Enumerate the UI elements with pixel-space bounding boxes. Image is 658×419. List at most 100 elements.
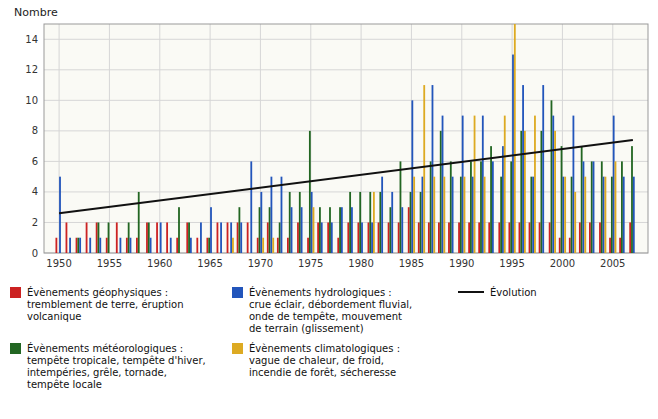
bar <box>61 253 63 254</box>
bar <box>615 161 617 253</box>
bar <box>196 238 198 253</box>
bar <box>522 85 524 253</box>
bar <box>411 100 413 253</box>
bar <box>583 161 585 253</box>
bar <box>443 177 445 253</box>
marks <box>55 24 634 253</box>
bar <box>227 222 229 253</box>
legend-swatch <box>232 287 243 298</box>
bar <box>303 253 305 254</box>
bar-series <box>77 100 632 253</box>
bar <box>549 222 551 253</box>
bar <box>462 116 464 253</box>
bar <box>589 222 591 253</box>
x-grid-line <box>159 24 160 253</box>
x-tick-label: 2000 <box>550 258 575 269</box>
bar <box>271 177 273 253</box>
bar <box>488 222 490 253</box>
bar <box>182 253 184 254</box>
bar <box>128 222 130 253</box>
bar-series <box>232 24 616 253</box>
bar <box>240 222 242 253</box>
bar <box>317 222 319 253</box>
bar <box>581 146 583 253</box>
bar <box>605 177 607 253</box>
bar-series <box>55 207 631 253</box>
bar <box>420 192 422 253</box>
bar <box>633 177 635 253</box>
bar <box>403 253 405 254</box>
bar <box>621 161 623 253</box>
bar <box>520 131 522 253</box>
bar <box>454 253 456 254</box>
bar <box>57 253 59 254</box>
bar <box>86 222 88 253</box>
bar <box>343 253 345 254</box>
bar <box>368 222 370 253</box>
bar <box>401 207 403 253</box>
bar <box>430 161 432 253</box>
y-grid-line <box>44 100 648 101</box>
bar <box>635 253 637 254</box>
bar <box>217 222 219 253</box>
bar <box>369 192 371 253</box>
bar <box>428 222 430 253</box>
bar <box>418 222 420 253</box>
bar <box>400 161 402 253</box>
bar <box>619 238 621 253</box>
y-tick-label: 0 <box>32 248 38 259</box>
bar <box>574 192 576 253</box>
bar <box>198 253 200 254</box>
bar <box>625 253 627 254</box>
bar <box>131 253 133 254</box>
bar <box>138 192 140 253</box>
y-tick-label: 2 <box>32 217 38 228</box>
bar <box>562 177 564 253</box>
bar <box>542 85 544 253</box>
bar <box>311 192 313 253</box>
bar <box>601 161 603 253</box>
bar <box>510 161 512 253</box>
y-tick-label: 12 <box>25 64 38 75</box>
bar <box>237 222 239 253</box>
bar <box>186 222 188 253</box>
bar <box>468 222 470 253</box>
bar <box>569 238 571 253</box>
bar <box>594 253 596 254</box>
bar <box>160 222 162 253</box>
bar <box>432 85 434 253</box>
bar <box>257 238 259 253</box>
bar <box>373 192 375 253</box>
legend-label: Évolution <box>490 286 537 298</box>
bar <box>81 253 83 254</box>
legend-label: Évènements climatologiques :vague de cha… <box>249 342 400 378</box>
bar <box>532 177 534 253</box>
bar <box>389 207 391 253</box>
bar <box>206 238 208 253</box>
y-tick-label: 8 <box>32 125 38 136</box>
bar <box>76 238 78 253</box>
bar <box>393 253 395 254</box>
bar <box>252 253 254 254</box>
bar <box>480 161 482 253</box>
bar-series <box>59 55 635 253</box>
bar <box>130 238 132 253</box>
bar <box>250 161 252 253</box>
bar <box>321 222 323 253</box>
bar <box>599 222 601 253</box>
x-tick-label: 1985 <box>399 258 424 269</box>
bar <box>371 222 373 253</box>
bar <box>492 161 494 253</box>
bar <box>331 222 333 253</box>
bar <box>571 177 573 253</box>
bar <box>422 177 424 253</box>
bar <box>341 207 343 253</box>
bar <box>381 177 383 253</box>
x-tick-label: 1965 <box>197 258 222 269</box>
bar <box>388 222 390 253</box>
bar <box>484 177 486 253</box>
bar <box>524 131 526 253</box>
bar <box>438 222 440 253</box>
bar <box>292 253 294 254</box>
y-tick-label: 10 <box>25 95 38 106</box>
